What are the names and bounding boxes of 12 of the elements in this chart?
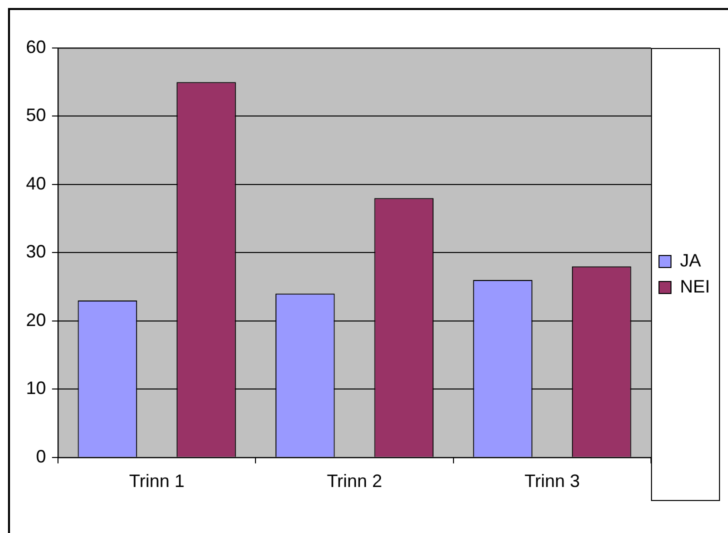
y-tick-label: 60: [26, 36, 46, 57]
legend-label: JA: [680, 250, 702, 270]
x-tick-label: Trinn 1: [129, 471, 185, 492]
x-tick-label: Trinn 2: [326, 471, 382, 492]
y-tick-label: 50: [26, 105, 46, 126]
y-tick-label: 0: [36, 446, 46, 466]
y-tick-label: 10: [26, 378, 46, 398]
legend-label: NEI: [680, 276, 710, 296]
y-tick-label: 20: [26, 310, 46, 330]
y-tick-label: 40: [26, 173, 46, 194]
x-tick-label: Trinn 3: [524, 471, 580, 492]
y-tick-label: 30: [26, 242, 46, 262]
